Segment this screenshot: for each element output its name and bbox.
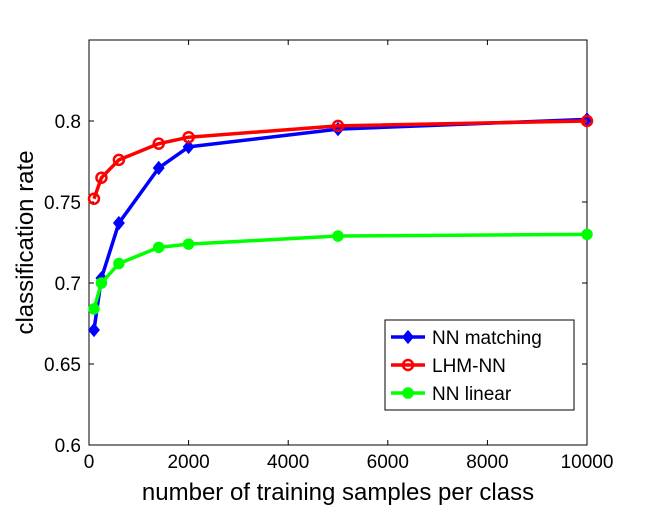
y-axis-label: classification rate <box>12 150 39 334</box>
data-point <box>182 130 195 144</box>
data-point <box>87 192 101 206</box>
x-tick-label: 4000 <box>267 452 309 473</box>
series-lhm-nn <box>87 114 594 206</box>
legend-label: LHM-NN <box>432 356 506 377</box>
data-point <box>112 153 126 167</box>
data-point <box>182 238 195 250</box>
x-tick-label: 6000 <box>367 452 409 473</box>
data-point <box>113 257 125 270</box>
data-point <box>580 114 594 128</box>
x-tick-label: 2000 <box>167 452 209 473</box>
data-point <box>152 241 165 254</box>
legend-entry: NN matching <box>391 328 542 349</box>
y-tick-label: 0.75 <box>44 193 81 214</box>
data-point <box>88 303 100 315</box>
data-point <box>112 215 125 231</box>
data-point <box>152 160 165 176</box>
data-point <box>402 329 414 345</box>
x-axis-label: number of training samples per class <box>142 479 534 506</box>
data-point <box>581 228 593 241</box>
ticks-layer: 0 2000 4000 6000 8000 10000 0.6 0.65 0.7 0.75 0.8 <box>44 40 613 473</box>
data-point <box>152 137 165 150</box>
data-point <box>182 139 195 155</box>
series-layer <box>87 112 594 338</box>
data-point <box>332 230 344 242</box>
y-tick-label: 0.7 <box>55 274 81 295</box>
y-tick-label: 0.8 <box>55 112 81 133</box>
data-point <box>88 322 100 338</box>
data-point <box>401 358 415 372</box>
x-tick-label: 10000 <box>561 452 614 473</box>
series-line <box>92 119 588 200</box>
legend-label: NN linear <box>432 384 512 405</box>
legend: NN matching LHM-NN NN linear <box>384 319 575 411</box>
data-point <box>402 387 414 399</box>
y-tick-label: 0.6 <box>55 436 81 457</box>
x-tick-label: 0 <box>84 452 95 473</box>
legend-entry: LHM-NN <box>391 356 506 377</box>
series-nn-linear <box>88 228 593 315</box>
data-point <box>95 171 108 184</box>
data-point <box>331 119 345 133</box>
data-point <box>95 277 108 289</box>
legend-entry: NN linear <box>391 384 512 405</box>
x-tick-label: 8000 <box>466 452 508 473</box>
y-tick-label: 0.65 <box>44 355 81 376</box>
legend-label: NN matching <box>432 328 542 349</box>
